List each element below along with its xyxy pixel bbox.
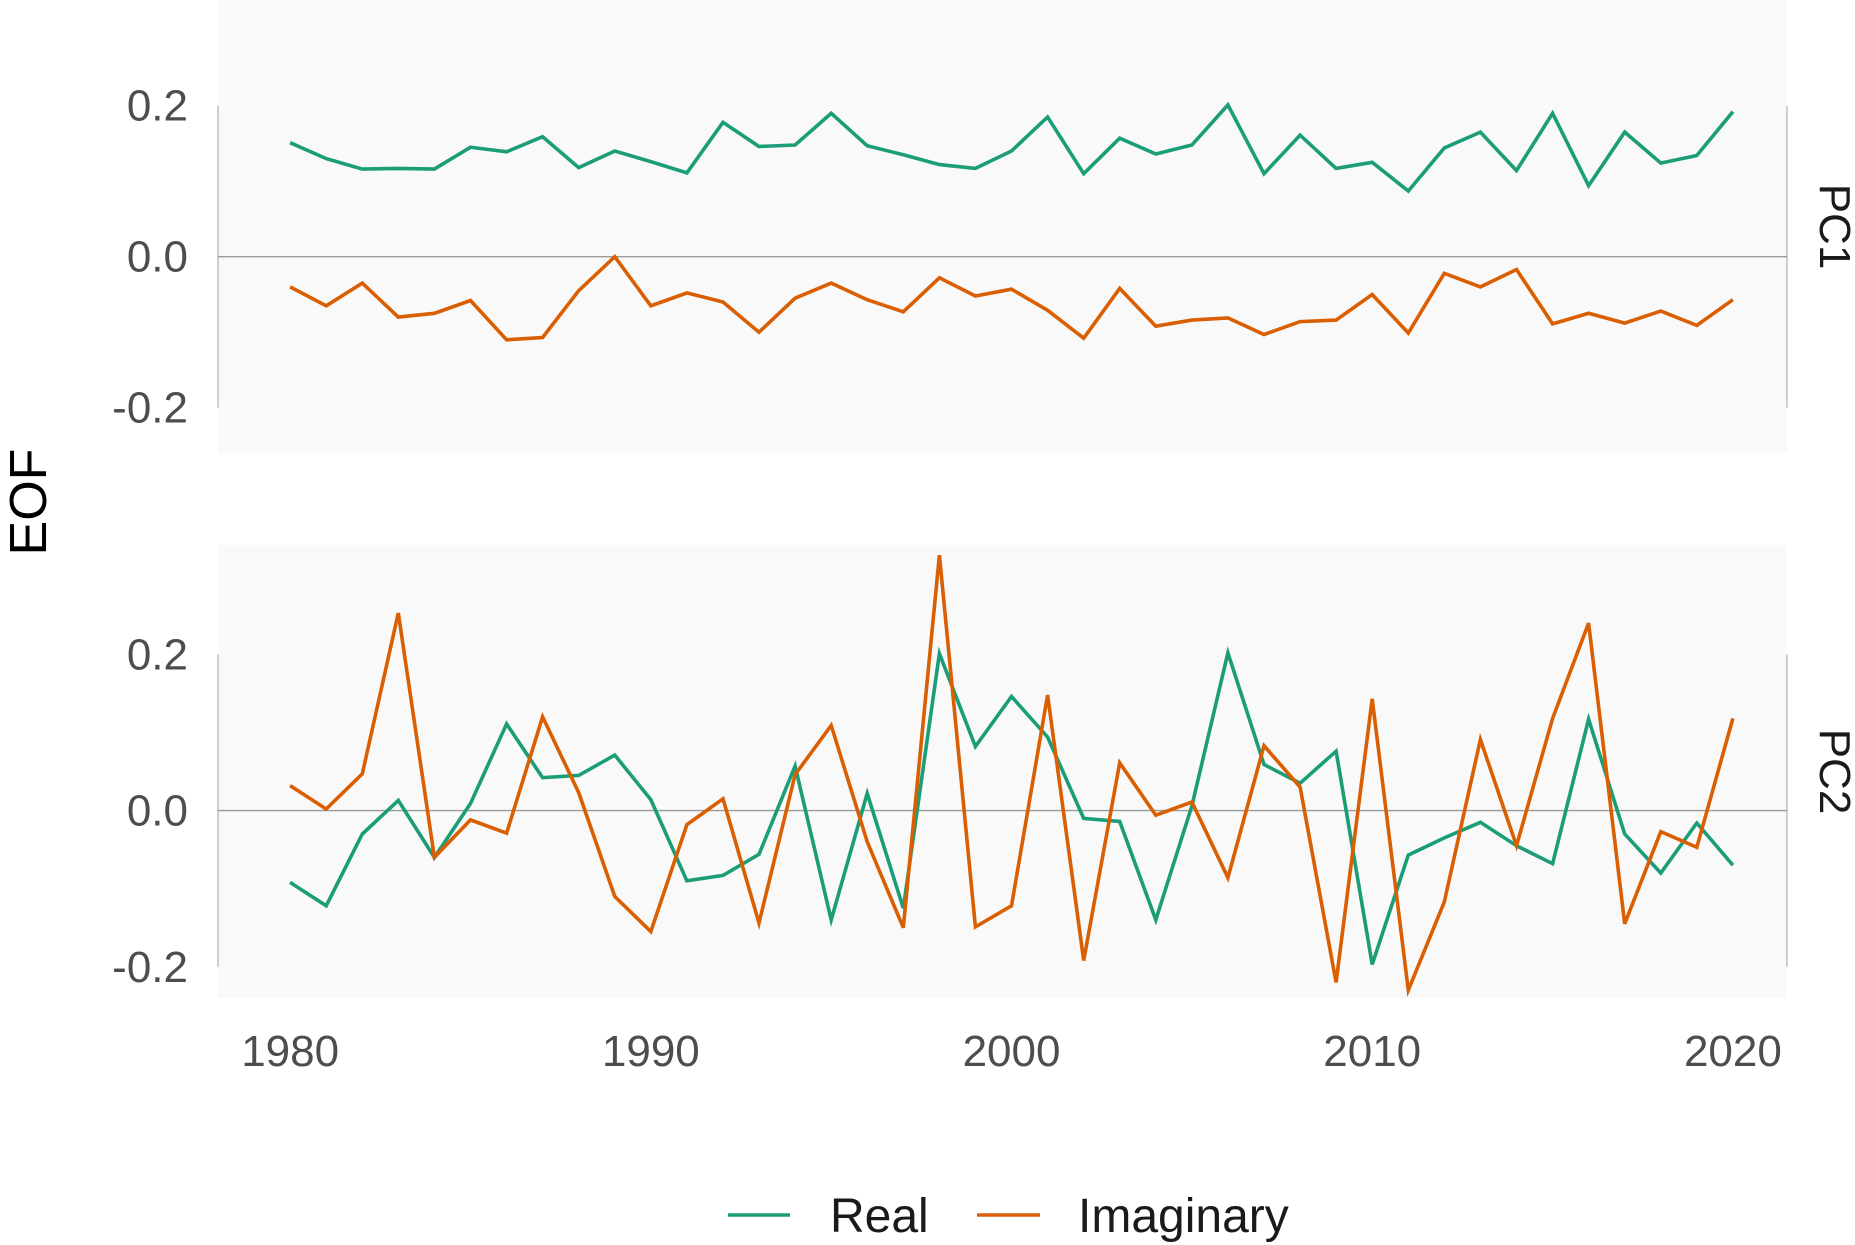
series-line-imaginary [289,253,1734,342]
legend-label: Real [830,1190,929,1243]
panel-strip-label: PC1 [1810,184,1855,270]
x-tick-label: 1990 [602,1027,700,1076]
y-tick-label: 0.0 [127,787,188,836]
legend: Real Imaginary [728,1190,1289,1243]
x-tick-label: 2020 [1684,1027,1782,1076]
y-tick-label: 0.2 [127,82,188,131]
y-tick-label: -0.2 [112,943,188,992]
chart-panels: 0.2 0.0 -0.2 PC1 0.2 0.0 -0.2 PC2 [112,0,1855,998]
panel-pc2: 0.2 0.0 -0.2 PC2 [112,545,1855,998]
y-axis-title: EOF [0,449,58,556]
y-tick-label: -0.2 [112,384,188,433]
panel-strip-label: PC2 [1810,729,1855,815]
x-axis: 1980 1990 2000 2010 2020 [241,1027,1782,1076]
x-tick-label: 1980 [241,1027,339,1076]
y-tick-label: 0.2 [127,630,188,679]
panel-pc1: 0.2 0.0 -0.2 PC1 [112,0,1855,453]
x-tick-label: 2010 [1323,1027,1421,1076]
legend-label: Imaginary [1078,1190,1289,1243]
panel-background [218,0,1787,453]
series-line-real [289,101,1735,194]
legend-item-real: Real [728,1190,929,1243]
x-tick-label: 2000 [963,1027,1061,1076]
series-line-imaginary [289,555,1735,998]
legend-item-imaginary: Imaginary [977,1190,1289,1243]
panel-background [218,545,1787,998]
y-tick-label: 0.0 [127,233,188,282]
